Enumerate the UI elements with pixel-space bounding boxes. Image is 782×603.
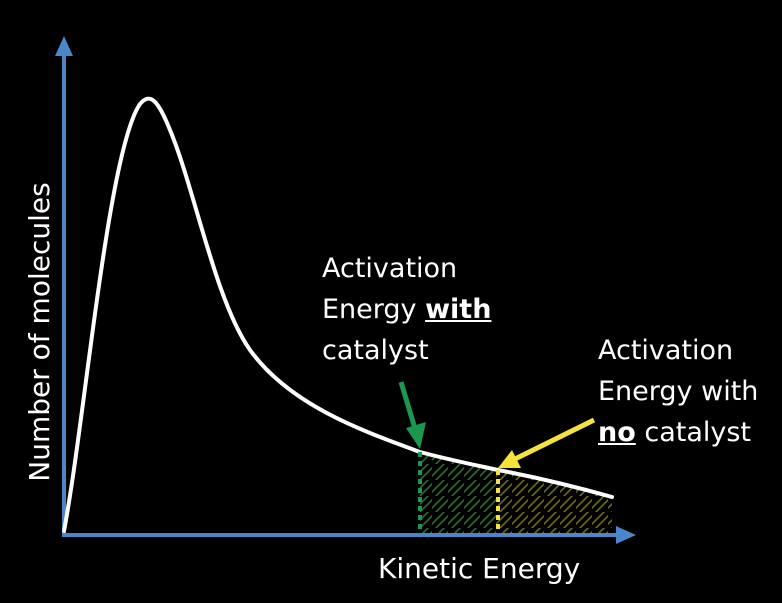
hatched-region-with-catalyst bbox=[420, 452, 498, 533]
x-axis-arrowhead bbox=[616, 526, 636, 544]
y-axis-arrowhead bbox=[55, 36, 73, 56]
no-catalyst-arrow bbox=[513, 417, 596, 462]
y-axis-label: Number of molecules bbox=[23, 182, 56, 482]
annotation-with-catalyst-line3: catalyst bbox=[322, 335, 429, 366]
annotation-with-catalyst-emphasis: with bbox=[425, 294, 492, 325]
annotation-no-catalyst-emphasis: no bbox=[598, 417, 636, 448]
annotation-no-catalyst-line3: no catalyst bbox=[598, 412, 758, 453]
with-catalyst-arrowhead bbox=[406, 422, 426, 449]
x-axis-label: Kinetic Energy bbox=[378, 552, 581, 585]
annotation-no-catalyst: Activation Energy with no catalyst bbox=[598, 330, 758, 453]
annotation-with-catalyst-line2: Energy with bbox=[322, 289, 491, 330]
no-catalyst-arrowhead bbox=[498, 450, 521, 468]
with-catalyst-arrow bbox=[398, 381, 419, 433]
annotation-with-catalyst-energy: Energy bbox=[322, 294, 426, 325]
annotation-with-catalyst-line1: Activation bbox=[322, 253, 458, 284]
annotation-no-catalyst-line2: Energy with bbox=[598, 376, 759, 407]
hatched-region-no-catalyst bbox=[498, 470, 612, 533]
annotation-no-catalyst-line1: Activation bbox=[598, 335, 734, 366]
distribution-curve bbox=[62, 96, 614, 533]
annotation-no-catalyst-catalyst: catalyst bbox=[635, 417, 752, 448]
annotation-with-catalyst: Activation Energy with catalyst bbox=[322, 248, 491, 371]
